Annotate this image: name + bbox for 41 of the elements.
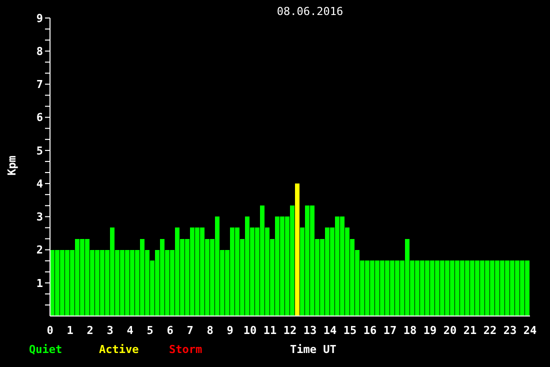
- x-tick-label: 23: [502, 324, 518, 337]
- x-tick-label: 19: [422, 324, 438, 337]
- x-tick-label: 12: [282, 324, 298, 337]
- x-tick-label: 16: [362, 324, 378, 337]
- x-tick-label: 0: [46, 324, 54, 337]
- x-tick-label: 18: [402, 324, 418, 337]
- y-tick-label: 4: [36, 177, 44, 190]
- x-tick-label: 8: [206, 324, 214, 337]
- x-tick-label: 3: [106, 324, 114, 337]
- x-tick-label: 1: [66, 324, 74, 337]
- y-tick-label: 1: [36, 276, 44, 290]
- chart-title: 08.06.2016: [276, 5, 344, 18]
- x-tick-label: 21: [462, 324, 478, 337]
- text: Active: [99, 343, 140, 356]
- y-tick-label: 8: [36, 45, 43, 58]
- x-tick-label: 17: [382, 324, 398, 337]
- x-tick-label: 15: [342, 324, 358, 337]
- x-tick-label: 11: [262, 324, 278, 337]
- y-tick-label: 9: [36, 12, 43, 25]
- x-axis-title: Time UT: [290, 343, 336, 356]
- text: Quiet: [29, 343, 64, 356]
- y-tick-label: 6: [36, 111, 44, 124]
- x-tick-label: 9: [226, 324, 234, 337]
- x-tick-label: 2: [86, 324, 94, 337]
- x-tick-label: 6: [166, 324, 174, 337]
- x-tick-label: 10: [242, 324, 258, 337]
- legend-label: Storm: [169, 343, 204, 356]
- x-tick-label: 22: [482, 324, 498, 337]
- x-tick-label: 5: [146, 324, 154, 337]
- x-tick-label: 13: [302, 324, 318, 337]
- y-tick-label: 7: [36, 78, 43, 92]
- y-axis-title: Kpm: [6, 155, 18, 175]
- x-tick-label: 4: [126, 324, 134, 337]
- x-tick-label: 20: [442, 324, 458, 337]
- x-tick-label: 14: [322, 324, 338, 337]
- y-tick-label: 3: [36, 210, 43, 224]
- x-tick-label: 24: [522, 324, 538, 337]
- y-tick-label: 2: [36, 244, 43, 257]
- x-tick-label: 7: [186, 324, 194, 337]
- y-tick-label: 5: [36, 144, 43, 158]
- bar: [295, 184, 300, 316]
